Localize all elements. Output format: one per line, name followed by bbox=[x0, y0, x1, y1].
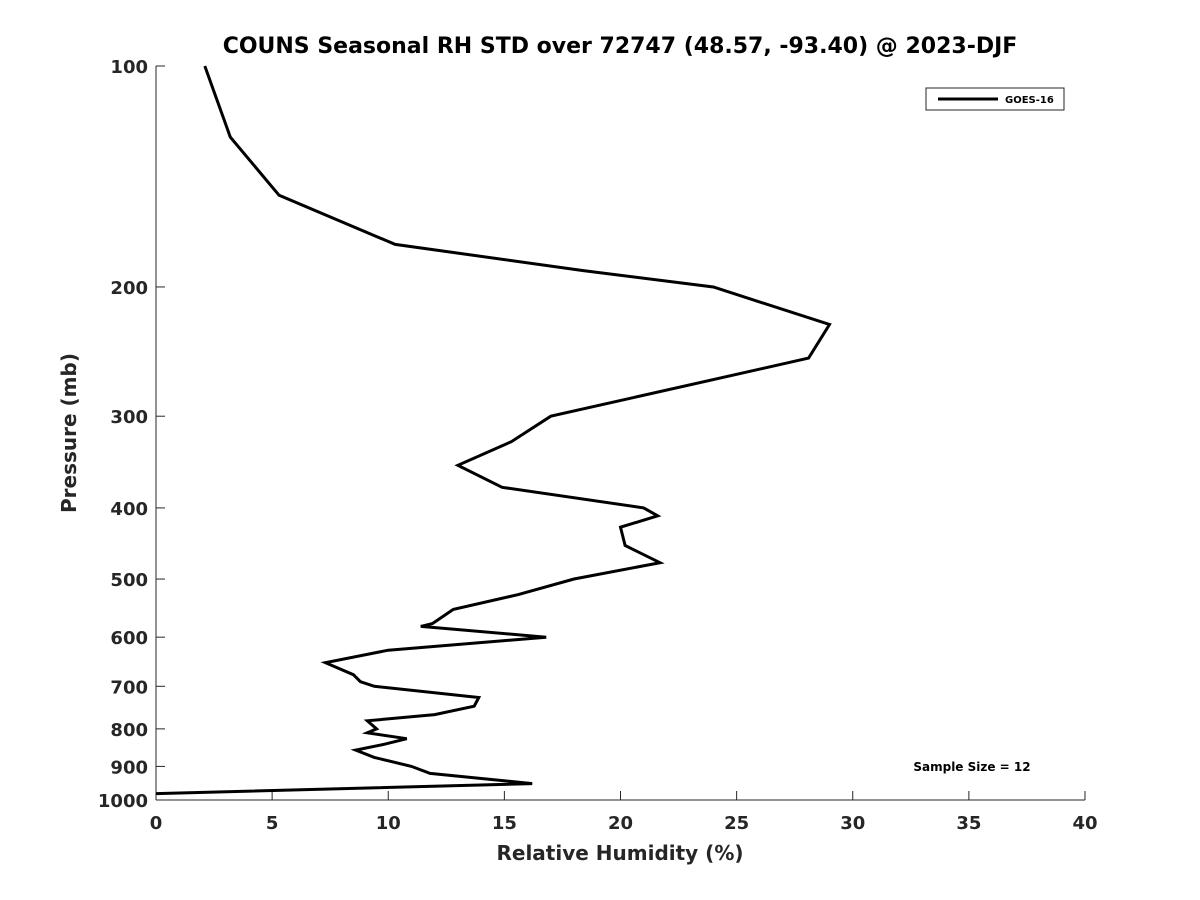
y-tick-label: 100 bbox=[110, 57, 148, 78]
x-axis-ticks: 0 5 10 15 20 25 30 35 40 bbox=[150, 791, 1098, 834]
y-tick-label: 300 bbox=[110, 407, 148, 428]
legend: GOES-16 bbox=[925, 87, 1065, 111]
x-tick-label: 10 bbox=[376, 813, 401, 834]
y-tick-label: 200 bbox=[110, 278, 148, 299]
x-tick-label: 35 bbox=[956, 813, 981, 834]
y-tick-label: 1000 bbox=[98, 791, 148, 812]
sample-size-annotation: Sample Size = 12 bbox=[913, 760, 1030, 774]
x-tick-label: 40 bbox=[1072, 813, 1097, 834]
y-axis-ticks: 100 200 300 400 500 600 700 800 900 1000 bbox=[98, 57, 165, 812]
x-tick-label: 20 bbox=[608, 813, 633, 834]
x-tick-label: 25 bbox=[724, 813, 749, 834]
legend-label-goes-16: GOES-16 bbox=[1005, 95, 1054, 106]
y-tick-label: 900 bbox=[110, 757, 148, 778]
x-axis-label: Relative Humidity (%) bbox=[496, 841, 743, 865]
y-tick-label: 500 bbox=[110, 570, 148, 591]
x-tick-label: 0 bbox=[150, 813, 163, 834]
y-tick-label: 400 bbox=[110, 499, 148, 520]
x-tick-label: 15 bbox=[492, 813, 517, 834]
x-tick-label: 30 bbox=[840, 813, 865, 834]
chart-title: COUNS Seasonal RH STD over 72747 (48.57,… bbox=[223, 34, 1018, 59]
x-tick-label: 5 bbox=[266, 813, 279, 834]
y-tick-label: 700 bbox=[110, 677, 148, 698]
y-tick-label: 600 bbox=[110, 628, 148, 649]
y-axis-label: Pressure (mb) bbox=[57, 353, 81, 513]
series-line-goes-16 bbox=[155, 65, 832, 796]
series-group bbox=[155, 65, 832, 796]
y-tick-label: 800 bbox=[110, 720, 148, 741]
